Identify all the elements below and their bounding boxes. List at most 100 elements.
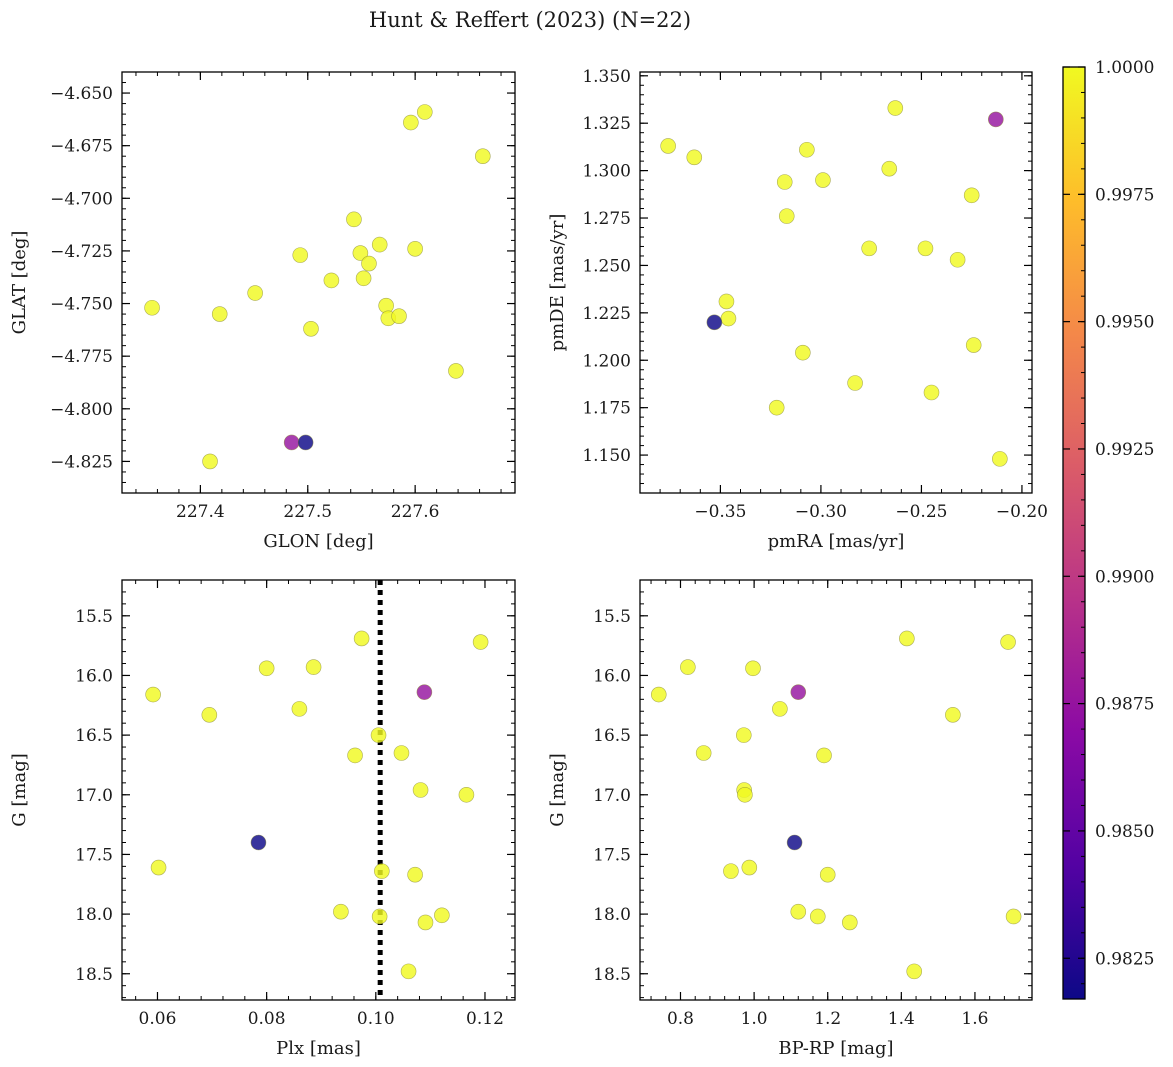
x-tick-label: −0.30 [795,502,847,522]
data-point [361,255,377,272]
x-axis-label: BP-RP [mag] [778,1038,893,1059]
colorbar-tick-label: 0.9925 [1095,440,1154,460]
plot-frame [639,71,1033,494]
x-tick-label: 0.10 [357,1009,395,1029]
data-point [407,866,423,883]
data-point [448,363,464,379]
data-point [202,453,218,470]
data-point [458,786,475,803]
data-point [786,834,803,851]
colorbar-tick-label: 0.9825 [1095,949,1154,969]
data-point [305,659,322,675]
data-point [887,100,904,116]
data-point [371,908,388,925]
x-tick-label: 227.6 [391,502,440,522]
plot-frame [639,579,1033,1001]
colorbar-bar [1062,66,1086,1000]
y-tick-label: 1.275 [582,209,631,229]
data-point [374,863,390,879]
data-point [819,866,836,883]
x-tick-label: 227.4 [176,502,225,522]
data-point [416,684,433,700]
data-point [816,747,832,764]
data-point [291,701,308,717]
colorbar-tick-label: 0.9850 [1095,822,1154,842]
y-tick-label: −4.750 [50,295,113,315]
colorbar-tick-label: 1.0000 [1095,58,1154,78]
data-point [799,141,815,158]
data-point [881,160,898,177]
y-tick-label: −4.675 [50,137,113,157]
data-point [778,208,795,224]
y-axis-label: G [mag] [9,753,30,826]
data-point [1000,634,1016,650]
data-point [412,782,429,798]
y-tick-label: 1.150 [582,446,631,466]
data-point [706,314,723,331]
y-tick-label: 17.0 [75,786,113,806]
x-axis-label: Plx [mas] [276,1038,361,1059]
x-tick-label: 1.4 [888,1009,915,1029]
y-tick-label: 17.5 [75,845,113,865]
data-point [353,630,370,647]
data-point [720,310,737,327]
x-tick-label: 0.8 [667,1009,694,1029]
data-point [965,337,982,353]
y-tick-label: 1.300 [582,162,631,182]
data-point [347,747,363,764]
data-point [847,375,863,391]
y-tick-label: 18.5 [75,965,113,985]
data-point [250,834,267,851]
data-point [735,727,752,743]
data-point [650,686,667,703]
x-tick-label: −0.25 [895,502,947,522]
y-axis-label: GLAT [deg] [9,231,30,335]
y-tick-label: 1.175 [582,399,631,419]
data-point [695,745,712,761]
data-point [303,321,319,337]
data-point [815,172,831,188]
x-tick-label: 227.5 [283,502,332,522]
data-point [400,963,417,980]
data-point [772,701,788,717]
data-point [297,434,314,451]
data-point [474,148,491,164]
data-point [352,245,369,261]
y-tick-label: 16.5 [75,726,113,746]
data-point [992,451,1008,467]
x-axis-label: pmRA [mas/yr] [768,531,905,552]
data-point [391,308,407,324]
x-tick-label: 1.2 [814,1009,841,1029]
data-point [686,149,703,166]
data-point [842,914,858,931]
plot-frame [121,579,516,1001]
x-tick-label: 0.08 [248,1009,286,1029]
data-point [737,786,753,803]
y-tick-label: −4.825 [50,452,113,472]
data-point [923,384,940,401]
colorbar-tick-label: 0.9950 [1095,313,1154,333]
data-point [790,903,807,920]
data-point [434,907,450,924]
data-point [1005,908,1022,925]
data-point [768,399,785,416]
data-point [417,104,433,120]
y-tick-label: 15.5 [593,607,631,627]
data-point [355,270,372,287]
colorbar-tick-label: 0.9900 [1095,567,1154,587]
data-point [333,903,349,920]
x-tick-label: −0.35 [694,502,746,522]
data-point [660,138,676,154]
x-tick-label: 0.06 [139,1009,177,1029]
data-point [370,727,387,743]
x-tick-label: 1.0 [741,1009,768,1029]
data-point [745,660,761,677]
y-tick-label: −4.800 [50,400,113,420]
data-point [201,707,218,723]
y-tick-label: 16.0 [75,666,113,686]
data-point [861,240,877,257]
y-axis-label: G [mag] [547,753,568,826]
data-point [144,299,160,316]
y-axis-label: pmDE [mas/yr] [547,214,568,352]
